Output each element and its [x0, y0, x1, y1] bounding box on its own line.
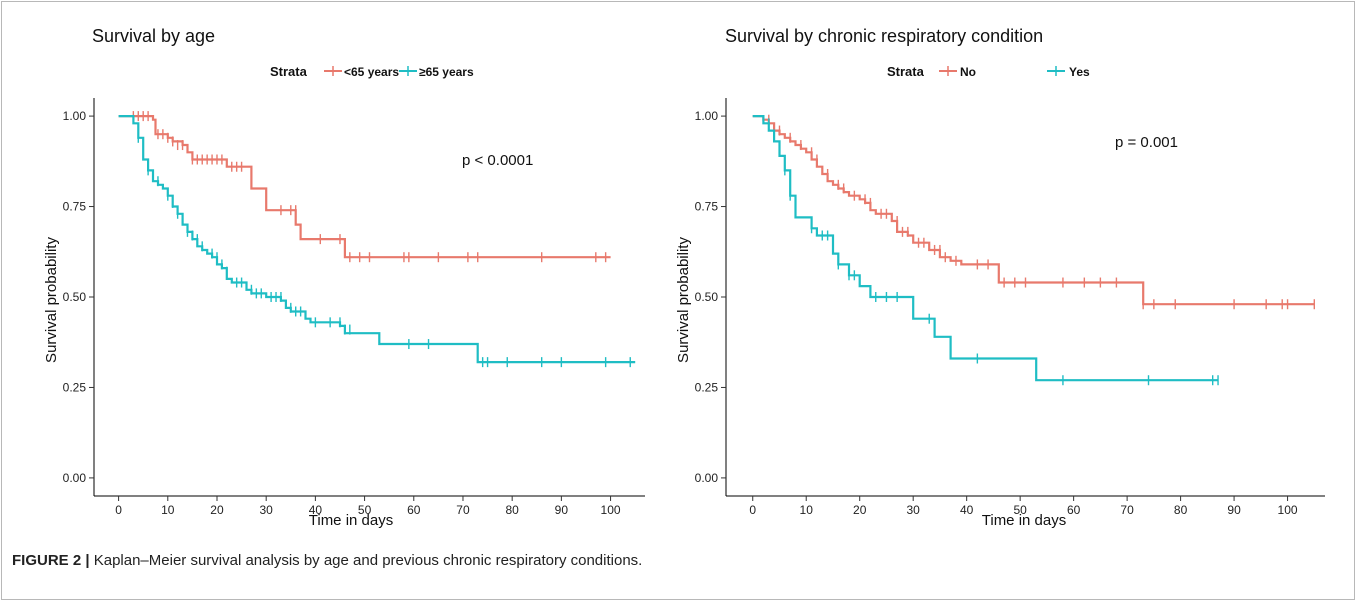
y-tick-label: 1.00 [695, 109, 719, 123]
x-tick-label: 10 [161, 503, 175, 517]
x-tick-label: 40 [960, 503, 974, 517]
caption-text: Kaplan–Meier survival analysis by age an… [93, 552, 643, 569]
x-tick-label: 40 [309, 503, 323, 517]
figure-caption: FIGURE 2 | Kaplan–Meier survival analysi… [12, 552, 642, 569]
x-tick-label: 60 [1067, 503, 1081, 517]
y-axis-label: Survival probability [43, 237, 60, 363]
y-axis-label: Survival probability [675, 237, 692, 363]
p-value-annotation: p < 0.0001 [462, 152, 533, 169]
p-value-annotation: p = 0.001 [1115, 134, 1178, 151]
x-tick-label: 80 [1174, 503, 1188, 517]
x-tick-label: 80 [505, 503, 519, 517]
y-tick-label: 0.25 [695, 380, 719, 394]
y-tick-label: 1.00 [63, 109, 87, 123]
x-tick-label: 0 [749, 503, 756, 517]
y-tick-label: 0.50 [695, 290, 719, 304]
y-tick-label: 0.75 [63, 200, 87, 214]
legend-key-no [939, 66, 957, 76]
x-tick-label: 50 [358, 503, 372, 517]
panel-survival-by-respiratory: Survival by chronic respiratory conditio… [675, 26, 1325, 529]
plot-area: 0 10 20 30 40 50 60 70 80 90 100 0.00 0.25 0.50 0.75 1.… [63, 98, 645, 517]
legend-title: Strata [887, 64, 925, 79]
x-tick-label: 50 [1013, 503, 1027, 517]
km-curve-0 [752, 115, 1315, 306]
legend-label-yes: Yes [1069, 65, 1090, 79]
x-axis-label: Time in days [982, 512, 1066, 529]
y-tick-label: 0.00 [63, 471, 87, 485]
legend-title: Strata [270, 64, 308, 79]
chart-title: Survival by chronic respiratory conditio… [725, 26, 1043, 46]
x-tick-label: 0 [115, 503, 122, 517]
x-axis-label: Time in days [309, 512, 393, 529]
x-tick-label: 60 [407, 503, 421, 517]
legend-key-65-plus [399, 66, 417, 76]
chart-title: Survival by age [92, 26, 215, 46]
x-tick-label: 30 [907, 503, 921, 517]
x-tick-label: 100 [1278, 503, 1298, 517]
caption-label: FIGURE 2 | [12, 552, 90, 569]
panel-survival-by-age: Survival by age Strata <65 years ≥65 yea… [43, 26, 645, 529]
km-curve-1 [752, 115, 1218, 382]
legend-label-no: No [960, 65, 976, 79]
x-tick-label: 90 [1227, 503, 1241, 517]
legend-label-under-65: <65 years [344, 65, 399, 79]
x-tick-label: 20 [210, 503, 224, 517]
x-tick-label: 90 [555, 503, 569, 517]
km-curve-1 [118, 115, 636, 364]
y-tick-label: 0.00 [695, 471, 719, 485]
x-tick-label: 100 [601, 503, 621, 517]
x-tick-label: 70 [1120, 503, 1134, 517]
x-tick-label: 20 [853, 503, 867, 517]
y-tick-label: 0.75 [695, 200, 719, 214]
y-tick-label: 0.50 [63, 290, 87, 304]
legend-label-65-plus: ≥65 years [419, 65, 474, 79]
figure-plots: Survival by age Strata <65 years ≥65 yea… [43, 26, 1325, 529]
plot-area: 0 10 20 30 40 50 60 70 80 90 100 0.00 0.25 0.50 0.75 1.… [695, 98, 1325, 517]
y-tick-label: 0.25 [63, 380, 87, 394]
x-tick-label: 70 [456, 503, 470, 517]
legend-key-yes [1047, 66, 1065, 76]
legend-key-under-65 [324, 66, 342, 76]
x-tick-label: 10 [800, 503, 814, 517]
x-tick-label: 30 [260, 503, 274, 517]
